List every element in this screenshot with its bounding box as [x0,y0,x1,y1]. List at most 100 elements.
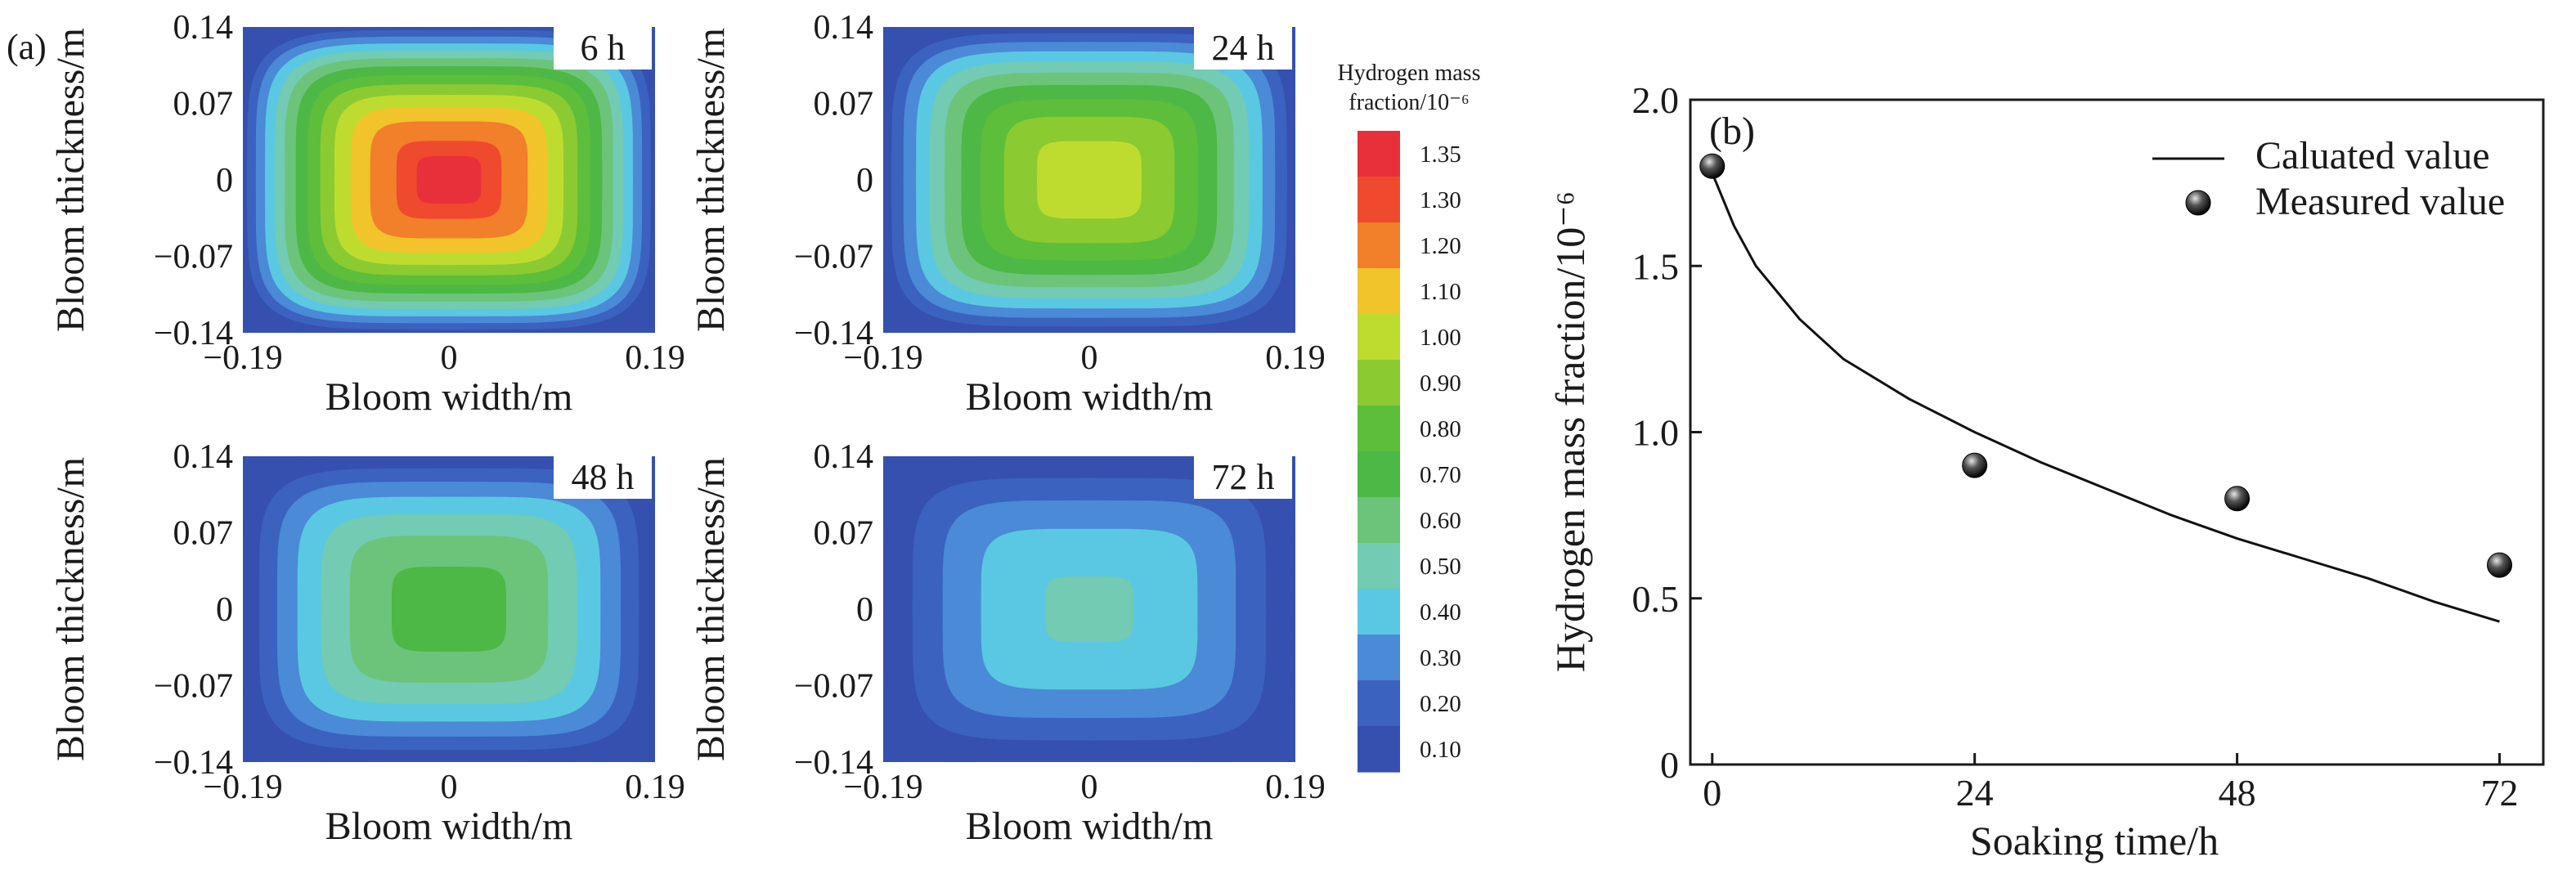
time-label-box [1194,456,1292,499]
y-tick-label: 2.0 [1632,79,1680,121]
colorbar-level-label: 0.10 [1420,737,1461,763]
y-tick-label: −0.07 [154,239,233,276]
colorbar-swatch [1358,268,1400,315]
y-tick-label: 1.5 [1632,245,1680,287]
y-tick-label: 0.5 [1632,578,1680,620]
x-tick-label: −0.19 [843,769,922,806]
y-tick-label: 0.07 [173,86,234,123]
contour-map-6h: 6 h −0.19 0 0.19 Bloom width/m 0.14 0.07 0 −0.07… [49,9,685,419]
colorbar-swatch [1358,406,1400,452]
colorbar-level-label: 0.40 [1420,599,1461,626]
colorbar-level-label: 0.60 [1420,508,1461,534]
contour-maps: 6 h −0.19 0 0.19 Bloom width/m 0.14 0.07 0 −0.07… [49,9,1326,848]
x-tick-label: 0 [1081,769,1098,806]
measured-value-point [1962,452,1988,478]
y-axis-label: Hydrogen mass fraction/10⁻⁶ [1547,191,1593,672]
x-axis-label: Soaking time/h [1970,818,2219,863]
x-tick-label: 0.19 [1265,769,1326,806]
colorbar-level-label: 1.20 [1420,233,1461,259]
colorbar-swatch [1358,360,1400,406]
x-tick-label: 0 [441,339,458,377]
x-axis-label: Bloom width/m [966,805,1214,848]
y-tick-label: −0.14 [794,315,873,352]
contour-band [1044,576,1134,643]
y-tick-label: 1.0 [1632,412,1680,454]
legend-label-calculated: Caluated value [2255,134,2490,177]
y-tick-label: 0.07 [173,515,234,553]
x-axis-label: Bloom width/m [325,375,573,419]
colorbar-level-label: 0.70 [1420,462,1461,488]
calculated-value-line [1711,172,2500,623]
y-axis-label: Bloom thickness/m [689,28,733,332]
colorbar-swatch [1358,177,1400,223]
y-tick-label: 0.07 [814,515,874,553]
legend-marker-swatch [2185,190,2211,216]
x-tick-label: 72 [2481,772,2519,814]
x-tick-label: 0.19 [625,339,685,377]
line-chart: (b) Soaking time/h Hydrogen mass fractio… [1547,79,2545,863]
y-tick-label: −0.07 [794,668,873,706]
time-label-box [1194,27,1292,70]
contour-map-72h: 72 h −0.19 0 0.19 Bloom width/m 0.14 0.07 0 −0.0… [689,438,1326,848]
contour-map-48h: 48 h −0.19 0 0.19 Bloom width/m 0.14 0.07 0 −0.0… [49,438,685,848]
y-tick-label: −0.14 [154,315,233,352]
colorbar-level-label: 1.10 [1420,279,1461,305]
colorbar-swatch [1358,222,1400,269]
x-tick-label: 48 [2219,772,2256,814]
colorbar-level-label: 1.00 [1420,325,1461,351]
measured-value-point [2487,552,2513,578]
colorbar-title-line2: fraction/10⁻⁶ [1349,90,1469,115]
colorbar-swatch [1358,543,1400,590]
colorbar-level-label: 0.90 [1420,370,1461,397]
time-label: 24 h [1212,28,1275,68]
y-axis-label: Bloom thickness/m [49,28,92,332]
legend-label-measured: Measured value [2255,180,2505,223]
y-tick-label: 0 [856,591,873,629]
colorbar-swatch [1358,680,1400,727]
time-label: 48 h [572,457,635,497]
contour-band [416,155,482,204]
x-axis-label: Bloom width/m [966,375,1214,419]
colorbar-swatch [1358,726,1400,773]
y-tick-label: 0.14 [173,9,234,47]
contour-map-24h: 24 h −0.19 0 0.19 Bloom width/m 0.14 0.07 0 −0.0… [689,9,1326,419]
x-axis-label: Bloom width/m [325,805,573,848]
colorbar-swatch [1358,314,1400,361]
colorbar-swatch [1358,635,1400,681]
colorbar-level-label: 1.30 [1420,187,1461,213]
colorbar-title-line1: Hydrogen mass [1338,61,1481,86]
x-tick-label: 0 [1081,339,1098,377]
x-tick-label: 0.19 [625,769,685,806]
x-tick-label: 0 [1703,772,1721,814]
y-axis-label: Bloom thickness/m [689,457,733,761]
x-tick-label: −0.19 [843,339,922,377]
time-label-box [554,456,652,499]
time-label-box [554,27,652,70]
measured-value-point [2224,486,2251,512]
contour-band [392,567,506,652]
y-tick-label: 0 [216,162,233,200]
colorbar-swatch [1358,131,1400,177]
colorbar-level-label: 1.35 [1420,141,1461,168]
y-tick-label: −0.14 [154,744,233,782]
colorbar-level-label: 0.80 [1420,416,1461,442]
y-tick-label: 0.07 [814,86,874,123]
x-tick-label: −0.19 [203,339,282,377]
contour-band [1037,141,1142,219]
colorbar-level-label: 0.20 [1420,691,1461,717]
y-tick-label: 0 [216,591,233,629]
x-tick-label: 0.19 [1265,339,1326,377]
y-tick-label: 0.14 [173,438,234,476]
y-tick-label: 0 [856,162,873,200]
measured-value-point [1699,153,1726,179]
colorbar-swatch [1358,497,1400,544]
y-tick-label: 0.14 [814,438,874,476]
panel-b-label: (b) [1709,110,1755,153]
colorbar-level-label: 0.30 [1420,645,1461,671]
time-label: 72 h [1212,457,1275,497]
y-tick-label: −0.14 [794,744,873,782]
y-tick-label: 0 [1660,744,1679,786]
panel-a-label: (a) [7,27,47,67]
x-tick-label: −0.19 [203,769,282,806]
